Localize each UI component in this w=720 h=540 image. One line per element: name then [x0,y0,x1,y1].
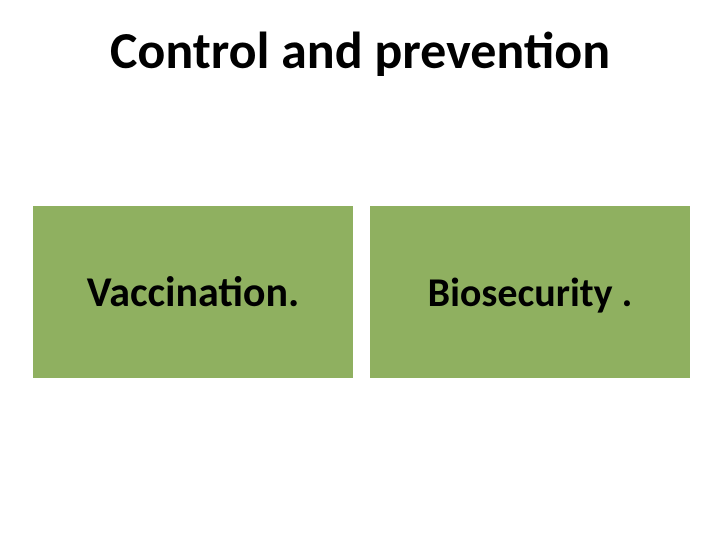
box-vaccination-label: Vaccination. [87,267,300,318]
box-biosecurity: Biosecurity . [370,206,690,378]
slide-title: Control and prevention [0,18,720,82]
box-biosecurity-label: Biosecurity . [428,268,633,317]
box-vaccination: Vaccination. [33,206,353,378]
